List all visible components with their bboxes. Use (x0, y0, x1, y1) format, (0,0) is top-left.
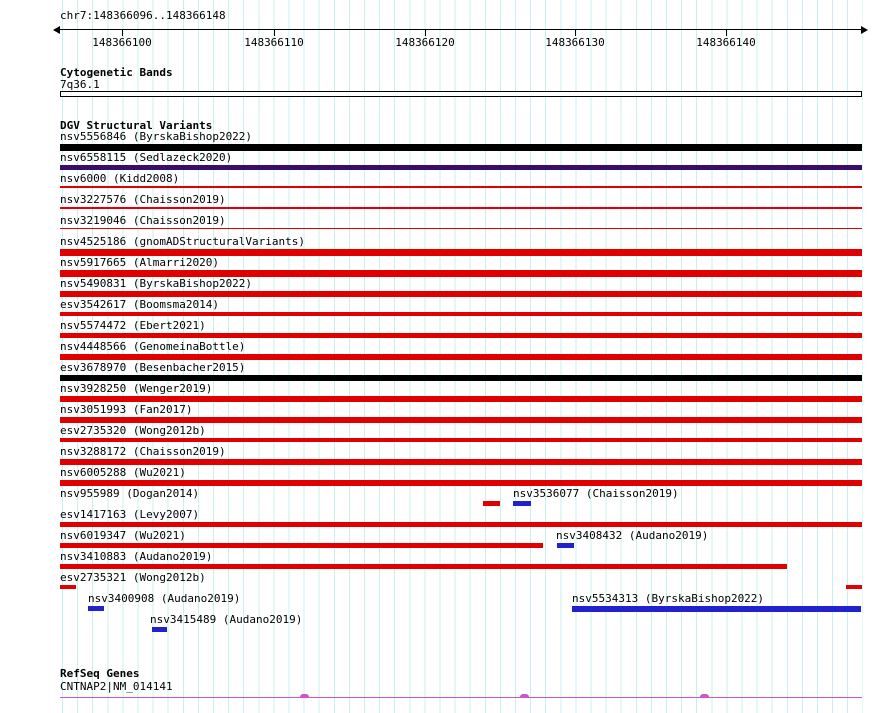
variant-bar[interactable] (60, 543, 543, 548)
ruler-tick (274, 29, 275, 36)
variant-label[interactable]: esv2735320 (Wong2012b) (60, 424, 206, 437)
variant-bar[interactable] (60, 165, 862, 170)
ruler-tick-label: 148366120 (395, 36, 455, 49)
variant-label[interactable]: nsv3928250 (Wenger2019) (60, 382, 213, 395)
variant-label[interactable]: esv3542617 (Boomsma2014) (60, 298, 219, 311)
variant-label[interactable]: nsv6005288 (Wu2021) (60, 466, 186, 479)
gene-glyph-bump (300, 694, 309, 697)
dgv-section-title: DGV Structural Variants (60, 119, 213, 132)
variant-label[interactable]: nsv5534313 (ByrskaBishop2022) (572, 592, 765, 605)
ruler-tick (575, 29, 576, 36)
variant-bar[interactable] (60, 564, 787, 569)
variant-bar[interactable] (60, 375, 862, 381)
variant-label[interactable]: nsv955989 (Dogan2014) (60, 487, 200, 500)
ruler-tick-label: 148366100 (92, 36, 152, 49)
ruler-tick-label: 148366110 (244, 36, 304, 49)
variant-label[interactable]: nsv5490831 (ByrskaBishop2022) (60, 277, 253, 290)
variant-label[interactable]: nsv3288172 (Chaisson2019) (60, 445, 226, 458)
variant-label[interactable]: nsv3400908 (Audano2019) (88, 592, 241, 605)
variant-bar[interactable] (557, 543, 574, 548)
gene-glyph-bump (700, 694, 709, 697)
variant-label[interactable]: esv1417163 (Levy2007) (60, 508, 200, 521)
variant-label[interactable]: nsv4448566 (GenomeinaBottle) (60, 340, 246, 353)
ruler-tick (726, 29, 727, 36)
ruler-tick-label: 148366130 (545, 36, 605, 49)
variant-label[interactable]: nsv3536077 (Chaisson2019) (513, 487, 679, 500)
variant-bar[interactable] (60, 459, 862, 465)
variant-bar[interactable] (60, 228, 862, 229)
cytoband-glyph (60, 91, 862, 97)
variant-label[interactable]: nsv4525186 (gnomADStructuralVariants) (60, 235, 306, 248)
variant-bar[interactable] (572, 606, 861, 612)
cytoband-section-title: Cytogenetic Bands (60, 66, 173, 79)
variant-label[interactable]: esv3678970 (Besenbacher2015) (60, 361, 246, 374)
variant-label[interactable]: nsv6000 (Kidd2008) (60, 172, 180, 185)
variant-bar[interactable] (60, 480, 862, 486)
variant-label[interactable]: esv2735321 (Wong2012b) (60, 571, 206, 584)
variant-label[interactable]: nsv3227576 (Chaisson2019) (60, 193, 226, 206)
variant-bar[interactable] (60, 144, 862, 151)
variant-bar[interactable] (60, 207, 862, 209)
variant-bar[interactable] (60, 522, 862, 527)
variant-bar[interactable] (60, 312, 862, 316)
refseq-section-title: RefSeq Genes (60, 667, 140, 680)
gene-glyph[interactable] (60, 697, 862, 698)
variant-bar[interactable] (60, 417, 862, 423)
variant-bar[interactable] (60, 186, 862, 188)
ruler-tick-label: 148366140 (696, 36, 756, 49)
variant-bar[interactable] (60, 438, 862, 442)
variant-label[interactable]: nsv3415489 (Audano2019) (150, 613, 303, 626)
variant-bar[interactable] (60, 354, 862, 360)
refseq-gene-name: CNTNAP2|NM_014141 (60, 680, 173, 693)
variant-bar[interactable] (60, 291, 862, 297)
ruler-tick (122, 29, 123, 36)
region-label: chr7:148366096..148366148 (60, 9, 226, 22)
ruler-right-arrow-icon (861, 26, 868, 34)
variant-label[interactable]: nsv3410883 (Audano2019) (60, 550, 213, 563)
variant-label[interactable]: nsv5574472 (Ebert2021) (60, 319, 206, 332)
variant-bar[interactable] (60, 333, 862, 338)
variant-label[interactable]: nsv3408432 (Audano2019) (556, 529, 709, 542)
variant-bar[interactable] (483, 501, 500, 506)
ruler-tick (425, 29, 426, 36)
variant-label[interactable]: nsv5556846 (ByrskaBishop2022) (60, 130, 253, 143)
cytoband-name: 7q36.1 (60, 78, 100, 91)
variant-bar[interactable] (60, 585, 76, 589)
ruler-left-arrow-icon (53, 26, 60, 34)
variant-label[interactable]: nsv6558115 (Sedlazeck2020) (60, 151, 233, 164)
variant-label[interactable]: nsv3051993 (Fan2017) (60, 403, 193, 416)
variant-bar[interactable] (152, 627, 167, 632)
variant-label[interactable]: nsv5917665 (Almarri2020) (60, 256, 219, 269)
variant-bar[interactable] (60, 270, 862, 277)
variant-bar[interactable] (88, 606, 104, 611)
variant-bar[interactable] (60, 396, 862, 402)
variant-bar[interactable] (60, 249, 862, 256)
ruler-line (60, 29, 861, 30)
variant-label[interactable]: nsv3219046 (Chaisson2019) (60, 214, 226, 227)
variant-bar[interactable] (513, 501, 531, 506)
gene-glyph-bump (520, 694, 529, 697)
variant-label[interactable]: nsv6019347 (Wu2021) (60, 529, 186, 542)
variant-bar[interactable] (846, 585, 862, 589)
